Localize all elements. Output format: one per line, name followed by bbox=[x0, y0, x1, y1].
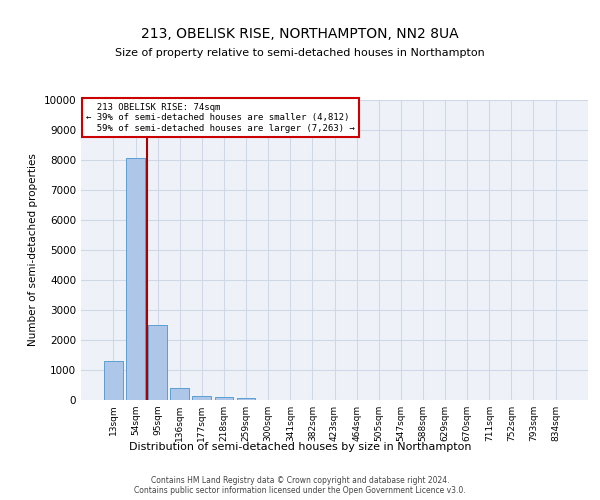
Text: Distribution of semi-detached houses by size in Northampton: Distribution of semi-detached houses by … bbox=[129, 442, 471, 452]
Bar bbox=[170, 388, 189, 400]
Text: 213, OBELISK RISE, NORTHAMPTON, NN2 8UA: 213, OBELISK RISE, NORTHAMPTON, NN2 8UA bbox=[141, 28, 459, 42]
Text: 213 OBELISK RISE: 74sqm
← 39% of semi-detached houses are smaller (4,812)
  59% : 213 OBELISK RISE: 74sqm ← 39% of semi-de… bbox=[86, 103, 355, 133]
Text: Contains HM Land Registry data © Crown copyright and database right 2024.
Contai: Contains HM Land Registry data © Crown c… bbox=[134, 476, 466, 495]
Bar bbox=[104, 361, 123, 400]
Bar bbox=[193, 396, 211, 400]
Text: Size of property relative to semi-detached houses in Northampton: Size of property relative to semi-detach… bbox=[115, 48, 485, 58]
Bar bbox=[215, 397, 233, 400]
Bar bbox=[126, 158, 145, 400]
Bar bbox=[236, 398, 256, 400]
Bar bbox=[148, 325, 167, 400]
Y-axis label: Number of semi-detached properties: Number of semi-detached properties bbox=[28, 154, 38, 346]
